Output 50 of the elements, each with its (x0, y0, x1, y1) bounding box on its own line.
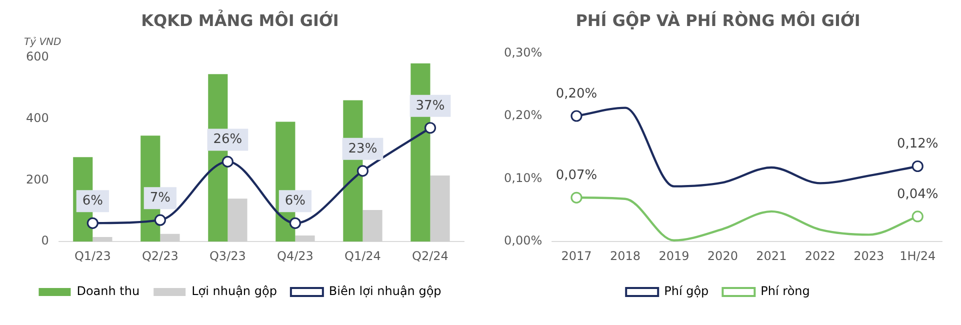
x-tick-label: 2019 (658, 248, 690, 263)
x-tick-label: Q3/23 (209, 248, 246, 263)
x-tick-label: 2021 (756, 248, 787, 263)
data-label: 0,07% (556, 168, 598, 184)
point (912, 210, 924, 222)
x-tick-label: 2018 (610, 248, 640, 263)
x-tick-label: 2017 (561, 248, 592, 263)
data-label: 23% (348, 141, 378, 156)
x-tick-label: 2020 (707, 248, 738, 263)
point (154, 214, 166, 226)
point (289, 217, 302, 229)
y-tick-label: 400 (26, 110, 49, 125)
legend-label: Biên lợi nhuận gộp (328, 284, 442, 298)
legend-label: Doanh thu (76, 284, 140, 298)
x-tick-label: 2022 (804, 248, 836, 263)
legend-label: Phí gộp (664, 284, 709, 298)
point (912, 160, 924, 172)
x-tick-label: Q2/24 (412, 248, 448, 263)
point (570, 110, 582, 122)
data-label: 0,04% (896, 186, 938, 202)
chart-title: KQKD MẢNG MÔI GIỚI (141, 8, 339, 30)
point (356, 165, 369, 177)
data-label: 6% (284, 194, 306, 209)
x-tick-label: Q1/23 (74, 248, 111, 263)
y-tick-label: 0,10% (504, 170, 542, 185)
y-tick-label: 0,20% (504, 108, 542, 122)
data-label: 37% (416, 98, 445, 114)
legend-label: Phí ròng (760, 284, 810, 298)
x-tick-label: Q1/24 (344, 248, 381, 263)
y-tick-label: 0,30% (504, 45, 542, 60)
legend-label: Lợi nhuận gộp (192, 284, 277, 298)
data-label: 26% (213, 132, 242, 148)
y-tick-label: 0,00% (504, 234, 542, 248)
x-tick-label: 1H/24 (900, 248, 936, 263)
data-label: 7% (150, 190, 170, 206)
data-label: 0,20% (556, 86, 598, 102)
y-axis-title: Tỷ VND (24, 36, 62, 48)
y-tick-label: 0 (41, 234, 49, 248)
x-tick-label: 2023 (854, 248, 884, 263)
point (570, 192, 582, 204)
point (222, 156, 234, 168)
x-tick-label: Q4/23 (277, 248, 314, 263)
y-tick-label: 600 (26, 49, 49, 64)
y-tick-label: 200 (26, 172, 49, 186)
chart-title: PHÍ GỘP VÀ PHÍ RÒNG MÔI GIỚI (576, 10, 860, 30)
x-tick-label: Q2/23 (142, 248, 178, 263)
data-label: 6% (82, 194, 103, 209)
data-label: 0,12% (896, 136, 938, 152)
point (424, 122, 436, 134)
point (86, 217, 98, 229)
